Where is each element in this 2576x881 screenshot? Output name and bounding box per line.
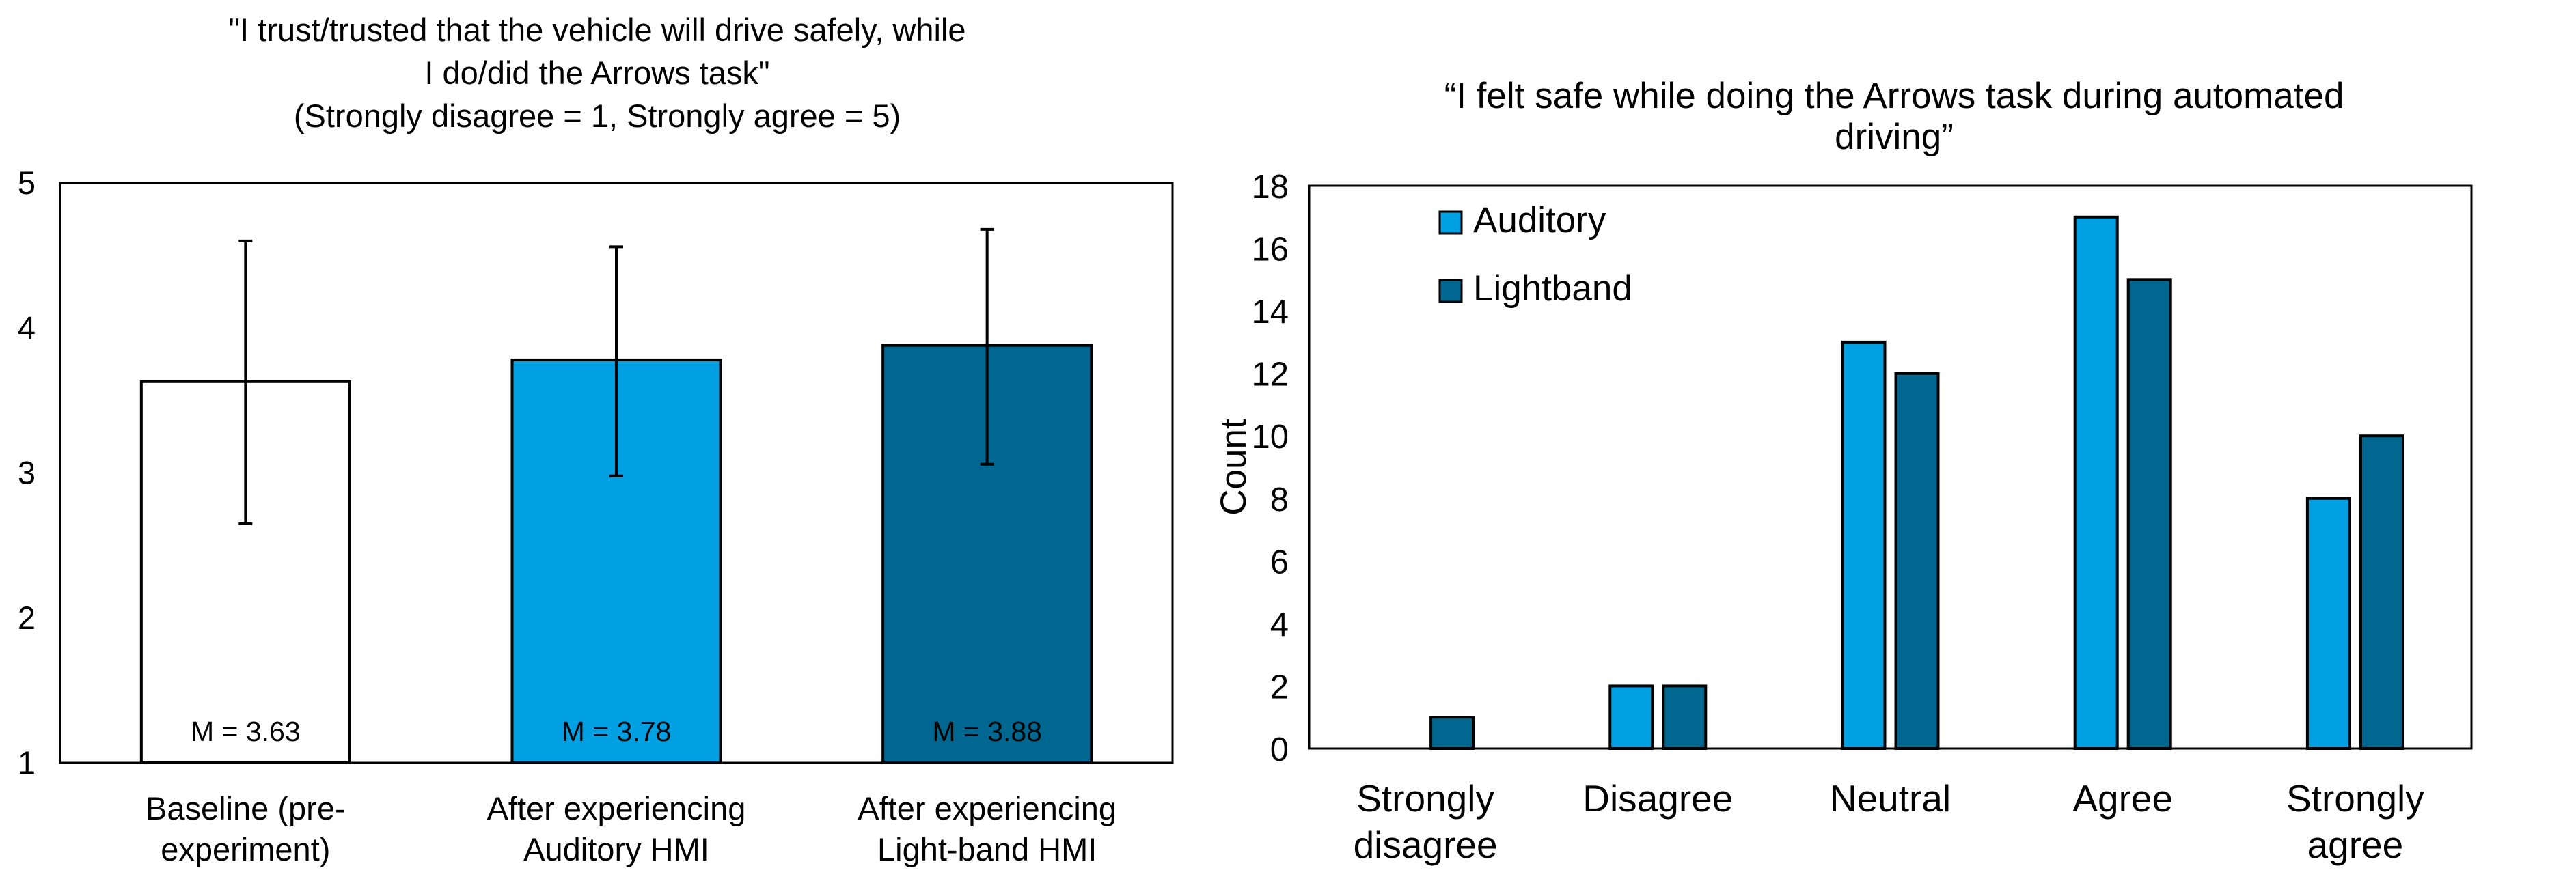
x-tick-label: Disagree xyxy=(1582,777,1733,820)
mean-label: M = 3.78 xyxy=(562,716,672,747)
y-tick-label: 4 xyxy=(1270,606,1289,643)
y-tick-label: 0 xyxy=(1270,731,1289,768)
plot-frame xyxy=(1308,184,2473,750)
legend-label: Auditory xyxy=(1473,200,1606,240)
bar-auditory xyxy=(1608,684,1654,751)
x-tick-label: agree xyxy=(2307,824,2404,866)
y-tick-label: 12 xyxy=(1251,356,1289,393)
x-tick-label: Light-band HMI xyxy=(877,831,1097,867)
chart-title-line: "I trust/trusted that the vehicle will d… xyxy=(229,12,966,48)
y-tick-label: 1 xyxy=(18,744,36,781)
chart-title-line: “I felt safe while doing the Arrows task… xyxy=(1444,76,2344,116)
bar-lightband xyxy=(2126,278,2172,751)
chart-title-line: driving” xyxy=(1835,117,1954,157)
y-tick-label: 2 xyxy=(1270,669,1289,705)
bar-lightband xyxy=(1894,372,1940,750)
x-tick-label: Strongly xyxy=(1356,777,1494,820)
mean-label: M = 3.88 xyxy=(932,716,1042,747)
bar-lightband xyxy=(1429,716,1475,750)
y-tick-label: 18 xyxy=(1251,169,1289,206)
bar-auditory xyxy=(2073,215,2119,750)
y-tick-label: 10 xyxy=(1251,419,1289,456)
y-tick-label: 2 xyxy=(18,600,36,636)
legend-swatch-lightband xyxy=(1438,279,1463,303)
chart-title-line: I do/did the Arrows task" xyxy=(424,55,769,91)
y-tick-label: 3 xyxy=(18,455,36,491)
mean-label: M = 3.63 xyxy=(191,716,301,747)
y-tick-label: 8 xyxy=(1270,481,1289,518)
x-tick-label: Neutral xyxy=(1830,777,1951,820)
bar-lightband xyxy=(2359,434,2404,750)
legend-swatch-auditory xyxy=(1438,210,1463,235)
y-tick-label: 6 xyxy=(1270,544,1289,581)
x-tick-label: After experiencing xyxy=(858,790,1116,826)
y-tick-label: 16 xyxy=(1251,232,1289,268)
y-tick-label: 4 xyxy=(18,309,36,346)
bar-auditory xyxy=(2305,497,2351,750)
x-tick-label: Agree xyxy=(2072,777,2173,820)
x-tick-label: disagree xyxy=(1354,824,1498,866)
y-axis-label: Count xyxy=(1214,419,1254,516)
legend-label: Lightband xyxy=(1473,268,1632,309)
x-tick-label: Auditory HMI xyxy=(523,831,709,867)
safety-chart: “I felt safe while doing the Arrows task… xyxy=(1214,76,2473,866)
x-tick-label: After experiencing xyxy=(487,790,746,826)
y-tick-label: 5 xyxy=(18,165,36,201)
y-tick-label: 14 xyxy=(1251,294,1289,331)
bar-lightband xyxy=(1662,684,1708,751)
trust-chart: "I trust/trusted that the vehicle will d… xyxy=(18,12,1174,867)
bar-auditory xyxy=(1841,340,1887,750)
x-tick-label: experiment) xyxy=(161,831,330,867)
x-tick-label: Strongly xyxy=(2286,777,2424,820)
chart-title-line: (Strongly disagree = 1, Strongly agree =… xyxy=(294,98,901,134)
x-tick-label: Baseline (pre- xyxy=(146,790,346,826)
